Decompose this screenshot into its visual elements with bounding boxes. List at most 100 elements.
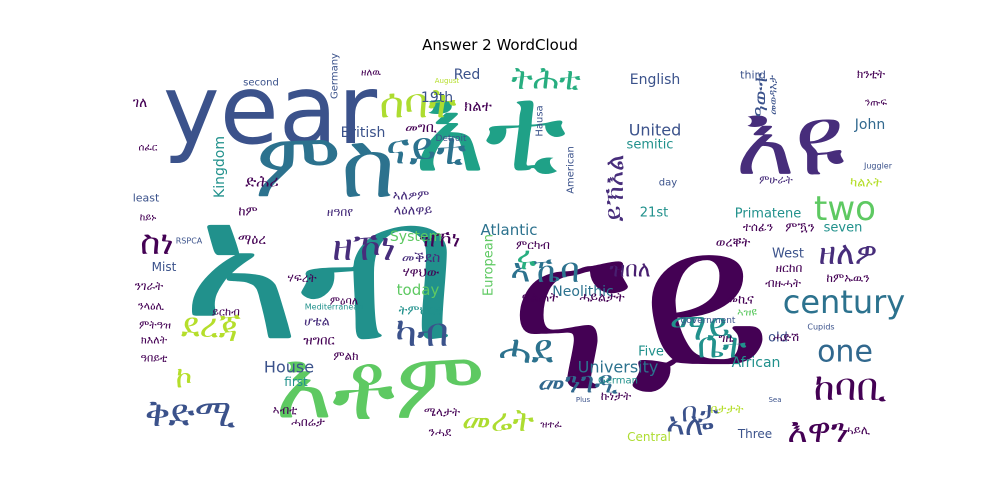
word-amharic-102: ኣዝዩ [737,306,757,319]
word-amharic-88: ትምህርቲ [399,304,444,319]
word-amharic-116: መወዳእታ [767,74,780,115]
word-amharic-84: ላዕለዋይ [394,204,433,219]
word-sea: Sea [768,396,781,404]
word-amharic-91: ምርካብ [516,238,550,252]
word-west: West [772,247,804,262]
word-detroit: Detroit [435,134,467,144]
word-amharic-99: ምዕባለ [330,295,358,308]
word-amharic-30: ኮ [176,361,193,396]
word-amharic-21: ከባቢ [814,365,887,409]
word-day: day [659,178,677,189]
word-amharic-12: ስነ [140,223,173,263]
word-amharic-23: መሬት [462,401,535,439]
word-neolithic: Neolithic [552,284,613,300]
word-john: John [854,117,885,133]
word-amharic-1: ኣብ [182,154,458,387]
word-amharic-8: ሰባት [379,79,456,128]
word-amharic-92: ሃፍረት [287,271,316,285]
word-amharic-125: ይርከብ [212,306,240,319]
word-amharic-7: ቅድሚ [145,391,236,435]
word-amharic-32: ዓውተ [748,72,772,117]
word-19th: 19th [421,90,453,106]
word-amharic-34: ዝበለ [609,258,650,283]
word-amharic-22: እዋን [787,411,848,451]
word-amharic-113: ምሁራት [759,174,793,187]
word-least: least [133,192,160,205]
word-atlantic: Atlantic [480,221,537,239]
word-plus: Plus [576,396,591,404]
word-amharic-128: ሰፈር [139,143,158,154]
word-august: August [435,77,460,85]
word-third: third [740,69,766,82]
word-kingdom: Kingdom [212,136,228,198]
word-mist: Mist [152,260,177,274]
word-old: old [768,331,788,346]
word-amharic-95: ምልክ [333,349,358,363]
word-mediterranean: Mediterranean [305,303,364,312]
word-amharic-87: ሃዋህው [403,266,440,281]
word-amharic-83: ዘዓበየ [327,205,353,219]
word-cupids: Cupids [807,323,834,332]
word-amharic-97: ሓበሬታ [291,415,325,429]
word-amharic-85: ኣለዎም [393,189,430,204]
word-amharic-109: ቦታታት [711,402,744,416]
word-amharic-2: እቲ [414,61,566,200]
word-two: two [814,189,876,229]
word-amharic-101: መኪና [726,293,754,308]
word-amharic-124: ዓበይቲ [141,352,169,365]
word-amharic-121: ንላዕሊ [138,300,165,313]
word-african: African [732,355,781,371]
word-university: University [578,358,659,377]
word-amharic-123: ክእለት [141,334,168,347]
word-red: Red [454,67,481,83]
word-amharic-127: ዝተፈ [540,420,562,431]
word-system: System [390,229,442,245]
word-amharic-11: ዘኾነ [332,225,396,269]
word-house: House [264,358,314,377]
word-united: United [629,121,682,140]
word-one: one [817,335,873,370]
word-amharic-6: ምስ [255,112,395,219]
word-amharic-29: መንገዲ [538,366,619,401]
word-amharic-16: ደረጃ [181,306,242,346]
word-amharic-94: ዝግበር [303,334,335,349]
word-amharic-98: ሜላታት [424,405,460,419]
word-amharic-114: ንጡፍ [865,98,887,109]
word-amharic-10: ትሕቲ [511,59,581,97]
word-first: first [284,375,308,389]
word-amharic-122: ምትዓዝ [139,319,171,332]
word-century: century [783,283,905,321]
word-amharic-103: ወረቐት [716,236,751,251]
word-seven: seven [824,221,863,236]
word-semitic: semitic [627,138,674,153]
word-amharic-81: ከም [238,205,257,220]
word-english: English [630,72,681,88]
word-hausa: Hausa [535,105,546,136]
word-amharic-105: ብዙሓት [765,276,801,290]
word-amharic-112: ተሰፊን [743,220,773,234]
word-amharic-18: ኣሎ [666,405,714,443]
word-amharic-5: እቶም [275,329,485,441]
word-amharic-89: ፍልጠት [522,291,559,306]
word-government: government [681,316,736,326]
word-year: year [163,54,378,166]
word-juggler: Juggler [863,162,893,171]
word-amharic-20: ማይ [670,305,730,349]
word-amharic-104: ዘርከበ [776,261,803,275]
word-amharic-86: መቕደስ [402,250,441,266]
word-amharic-9: ናይቲ [386,124,466,175]
word-amharic-31: ይኽእል [600,155,630,222]
word-amharic-118: ግዜ [718,331,734,345]
word-amharic-82: ማዕረ [238,232,266,248]
word-amharic-27: ሩ [516,238,536,278]
word-21st: 21st [640,206,668,221]
word-european: European [482,234,497,296]
word-today: today [397,281,440,299]
word-amharic-96: ኣብቲ [273,403,298,417]
word-germany: Germany [330,53,341,99]
word-amharic-24: ቦታ [681,396,718,429]
word-amharic-0: ናይ [508,177,771,444]
word-amharic-33: ዝኾነ [420,228,461,253]
word-british: British [341,125,386,141]
